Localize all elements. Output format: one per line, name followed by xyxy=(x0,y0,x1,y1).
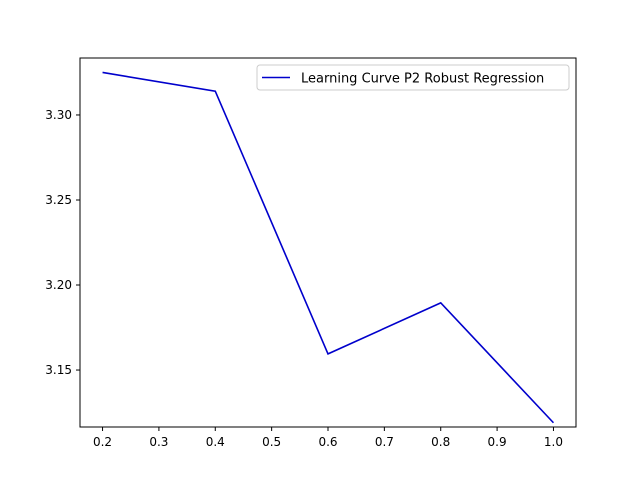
legend: Learning Curve P2 Robust Regression xyxy=(256,64,570,91)
y-tick-label: 3.20 xyxy=(45,278,72,292)
x-tick-label: 0.5 xyxy=(262,435,281,449)
y-tick-label: 3.15 xyxy=(45,363,72,377)
legend-box xyxy=(256,64,570,91)
x-tick-label: 0.7 xyxy=(375,435,394,449)
series-line xyxy=(102,71,555,424)
x-tick-label: 0.3 xyxy=(149,435,168,449)
x-axis: 0.2 0.3 0.4 0.5 0.6 0.7 0.8 0.9 1.0 xyxy=(93,427,563,449)
legend-label: Learning Curve P2 Robust Regression xyxy=(301,72,544,87)
y-axis: 3.15 3.20 3.25 3.30 xyxy=(45,108,80,377)
x-tick-label: 1.0 xyxy=(544,435,563,449)
plot-area-frame xyxy=(79,57,577,428)
y-tick-label: 3.25 xyxy=(45,193,72,207)
y-tick-label: 3.30 xyxy=(45,108,72,122)
x-tick-label: 0.6 xyxy=(318,435,337,449)
x-tick-label: 0.8 xyxy=(431,435,450,449)
x-tick-label: 0.9 xyxy=(488,435,507,449)
plot-series xyxy=(102,71,555,424)
x-tick-label: 0.2 xyxy=(93,435,112,449)
x-tick-label: 0.4 xyxy=(206,435,225,449)
